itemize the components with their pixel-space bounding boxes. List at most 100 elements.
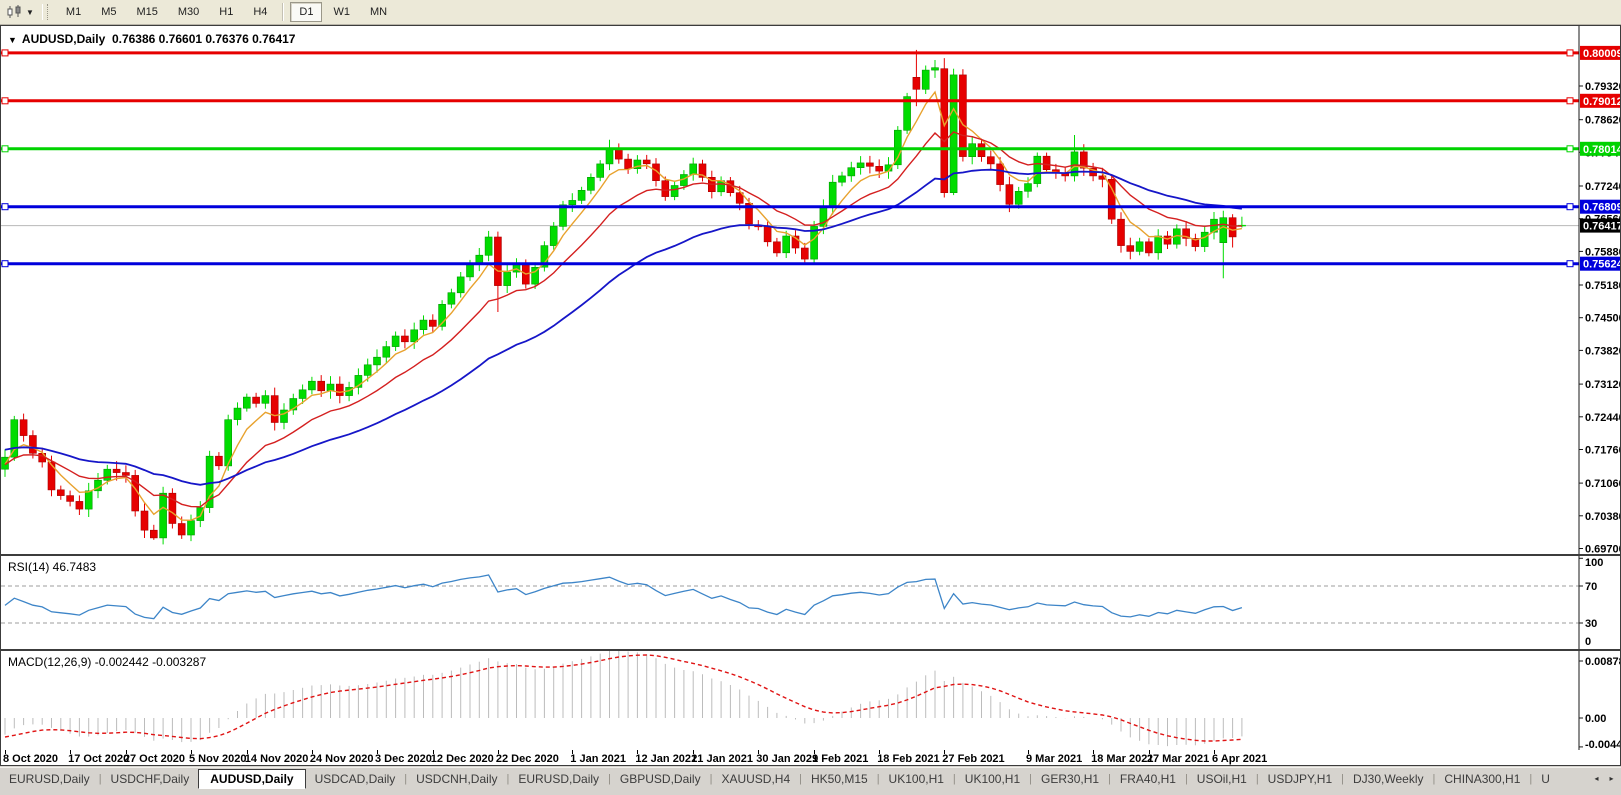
date-tick bbox=[70, 750, 72, 754]
timeframe-button-H1[interactable]: H1 bbox=[219, 6, 234, 18]
chart-tab-fra40-h1[interactable]: FRA40,H1 bbox=[1119, 771, 1176, 786]
date-tick bbox=[311, 750, 313, 754]
tab-scroll-left-icon[interactable]: ◂ bbox=[1594, 773, 1599, 783]
timeframe-button-MN[interactable]: MN bbox=[369, 6, 388, 18]
date-label: 18 Feb 2021 bbox=[877, 753, 940, 765]
rsi-canvas[interactable]: 100 70 30 0 bbox=[1, 556, 1620, 649]
date-label: 14 Nov 2020 bbox=[244, 753, 309, 765]
chart-tab-usdcnh-daily[interactable]: USDCNH,Daily bbox=[416, 771, 498, 786]
svg-text:0.76809: 0.76809 bbox=[1583, 202, 1620, 214]
tab-scroll-arrows: ◂ ▸ bbox=[1590, 772, 1621, 786]
date-tick bbox=[1028, 750, 1029, 754]
date-tick bbox=[572, 750, 574, 754]
date-label: 1 Jan 2021 bbox=[570, 753, 626, 765]
chart-symbol-label: AUDUSD,Daily bbox=[21, 32, 106, 46]
tab-separator: | bbox=[876, 772, 880, 785]
chart-tab-usoil-h1[interactable]: USOil,H1 bbox=[1196, 771, 1247, 786]
chart-tab-usdcad-daily[interactable]: USDCAD,Daily bbox=[314, 771, 396, 786]
toolbar: ▼ M1 M5 M15 M30 H1 H4 D1 W1 MN bbox=[0, 0, 1621, 25]
chart-tab-xauusd-h4[interactable]: XAUUSD,H4 bbox=[721, 771, 791, 786]
timeframe-button-H4[interactable]: H4 bbox=[253, 6, 268, 18]
tab-scroll-right-icon[interactable]: ▸ bbox=[1609, 773, 1614, 783]
chart-tab-china300-h1[interactable]: CHINA300,H1 bbox=[1444, 771, 1521, 786]
tab-separator: | bbox=[1529, 772, 1533, 785]
date-label: 3 Dec 2020 bbox=[375, 753, 432, 765]
date-label: 27 Mar 2021 bbox=[1146, 753, 1210, 765]
tab-separator: | bbox=[1184, 772, 1188, 785]
tab-separator: | bbox=[1255, 772, 1259, 785]
macd-indicator-panel: 0.008782 0.00 -0.004457 MACD(12,26,9) -0.0… bbox=[0, 650, 1621, 752]
svg-text:100: 100 bbox=[1585, 557, 1603, 569]
chart-tab-u[interactable]: U bbox=[1541, 771, 1550, 786]
date-label: 6 Apr 2021 bbox=[1212, 753, 1268, 765]
tab-separator: | bbox=[608, 772, 611, 785]
main-chart-panel: 0.793200.786200.779400.772400.765600.758… bbox=[0, 25, 1621, 555]
timeframe-button-W1[interactable]: W1 bbox=[333, 6, 350, 18]
chart-tab-gbpusd-daily[interactable]: GBPUSD,Daily bbox=[619, 771, 701, 786]
chart-tab-uk100-h1[interactable]: UK100,H1 bbox=[888, 771, 944, 786]
date-label: 9 Feb 2021 bbox=[812, 753, 869, 765]
date-tick bbox=[125, 750, 127, 754]
svg-text:0.80009: 0.80009 bbox=[1583, 48, 1620, 60]
chart-tab-eurusd-daily[interactable]: EURUSD,Daily bbox=[518, 771, 600, 786]
date-tick bbox=[944, 750, 946, 754]
date-label: 27 Feb 2021 bbox=[942, 753, 1005, 765]
timeframe-button-M15[interactable]: M15 bbox=[136, 6, 158, 18]
timeframe-button-M5[interactable]: M5 bbox=[101, 6, 117, 18]
rsi-label: RSI(14) 46.7483 bbox=[8, 560, 97, 574]
date-label: 17 Oct 2020 bbox=[68, 753, 130, 765]
tab-separator: | bbox=[506, 772, 510, 785]
svg-text:0: 0 bbox=[1585, 636, 1591, 648]
chart-tab-hk50-m15[interactable]: HK50,M15 bbox=[810, 771, 868, 786]
chart-tab-audusd-daily[interactable]: AUDUSD,Daily bbox=[198, 768, 306, 789]
date-tick bbox=[191, 750, 192, 754]
toolbar-grip bbox=[41, 4, 48, 20]
chart-tab-eurusd-daily[interactable]: EURUSD,Daily bbox=[9, 771, 90, 786]
timeframe-button-M30[interactable]: M30 bbox=[177, 6, 200, 18]
svg-text:30: 30 bbox=[1585, 618, 1597, 630]
timeframe-button-D1[interactable]: D1 bbox=[290, 2, 323, 22]
date-tick bbox=[377, 750, 378, 754]
date-tick bbox=[637, 750, 639, 754]
svg-text:-0.004457: -0.004457 bbox=[1585, 739, 1620, 751]
date-tick bbox=[497, 750, 499, 754]
main-chart-canvas[interactable]: 0.793200.786200.779400.772400.765600.758… bbox=[1, 26, 1620, 554]
tab-separator: | bbox=[98, 772, 102, 785]
chart-tab-dj30-weekly[interactable]: DJ30,Weekly bbox=[1353, 771, 1424, 786]
date-label: 30 Jan 2021 bbox=[756, 753, 819, 765]
chart-type-icon[interactable] bbox=[4, 3, 26, 21]
svg-text:0.75624: 0.75624 bbox=[1583, 259, 1620, 271]
date-tick bbox=[879, 750, 881, 754]
date-label: 24 Nov 2020 bbox=[309, 753, 374, 765]
date-label: 27 Oct 2020 bbox=[123, 753, 186, 765]
date-label: 5 Nov 2020 bbox=[189, 753, 247, 765]
date-tick bbox=[693, 750, 695, 754]
chart-tab-uk100-h1[interactable]: UK100,H1 bbox=[964, 771, 1021, 786]
chart-tab-ger30-h1[interactable]: GER30,H1 bbox=[1041, 771, 1100, 786]
chart-collapse-icon[interactable]: ▼ bbox=[8, 35, 17, 45]
timeframe-button-M1[interactable]: M1 bbox=[65, 6, 82, 18]
svg-text:70: 70 bbox=[1585, 581, 1597, 593]
date-label: 8 Oct 2020 bbox=[3, 753, 59, 765]
date-axis: 8 Oct 2020 17 Oct 2020 27 Oct 2020 5 Nov 20… bbox=[0, 750, 1621, 766]
date-tick bbox=[1148, 750, 1150, 754]
tab-separator: | bbox=[1432, 772, 1436, 785]
chart-ohlc-values: 0.76386 0.76601 0.76376 0.76417 bbox=[111, 32, 296, 46]
rsi-indicator-panel: 100 70 30 0 RSI(14) 46.7483 bbox=[0, 555, 1621, 650]
chart-tab-usdjpy-h1[interactable]: USDJPY,H1 bbox=[1267, 771, 1333, 786]
chart-tab-usdchf-daily[interactable]: USDCHF,Daily bbox=[110, 771, 190, 786]
chart-type-dropdown-caret[interactable]: ▼ bbox=[26, 7, 34, 17]
date-label: 18 Mar 2021 bbox=[1091, 753, 1154, 765]
macd-canvas[interactable]: 0.008782 0.00 -0.004457 bbox=[1, 651, 1620, 751]
